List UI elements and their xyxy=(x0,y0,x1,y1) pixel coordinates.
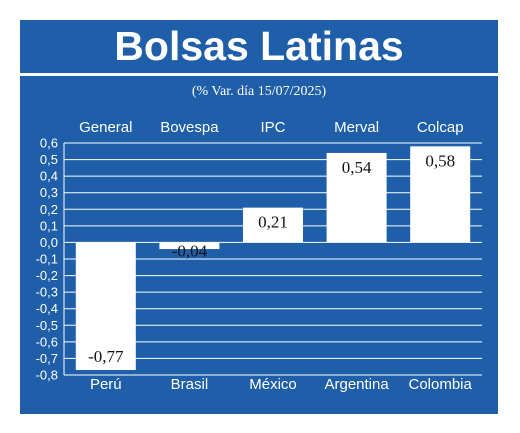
category-label: Colombia xyxy=(409,376,473,393)
bar xyxy=(75,242,136,371)
y-tick-label: 0,5 xyxy=(40,152,58,167)
bar xyxy=(410,146,471,243)
chart-subtitle: (% Var. día 15/07/2025) xyxy=(191,84,327,99)
value-label: 0,21 xyxy=(258,213,288,232)
y-tick-label: 0,6 xyxy=(40,136,58,151)
index-name-label: General xyxy=(79,119,132,136)
bars xyxy=(75,146,471,371)
category-label: México xyxy=(249,376,297,393)
y-tick-label: -0,1 xyxy=(36,252,58,267)
chart-title: Bolsas Latinas xyxy=(114,23,404,69)
y-tick-label: 0,4 xyxy=(40,169,58,184)
value-label: -0,77 xyxy=(88,347,124,366)
y-tick-label: 0,3 xyxy=(40,185,58,200)
value-label: 0,58 xyxy=(425,151,455,170)
y-tick-label: -0,3 xyxy=(36,285,58,300)
y-tick-label: -0,7 xyxy=(36,351,58,366)
y-tick-label: 0,0 xyxy=(40,235,58,250)
bar xyxy=(159,242,220,250)
bar xyxy=(243,207,303,243)
y-tick-label: 0,2 xyxy=(40,202,58,217)
y-tick-label: -0,5 xyxy=(36,318,58,333)
index-name-label: Colcap xyxy=(417,119,464,136)
category-label: Argentina xyxy=(324,376,389,393)
y-tick-label: -0,4 xyxy=(36,301,58,316)
labels: 0,60,5 0,40,3 0,20,1 0,0 -0,1-0,2 -0,3-0,4 -0,… xyxy=(36,119,473,393)
category-label: Perú xyxy=(90,376,122,393)
y-tick-label: -0,6 xyxy=(36,334,58,349)
y-tick-label: -0,2 xyxy=(36,268,58,283)
index-name-label: Bovespa xyxy=(160,119,219,136)
title-bar: Bolsas Latinas xyxy=(20,20,498,76)
value-label: -0,04 xyxy=(172,241,208,260)
y-tick-label: 0,1 xyxy=(40,218,58,233)
index-name-label: Merval xyxy=(334,119,379,136)
y-tick-label: -0,8 xyxy=(36,368,58,383)
index-name-label: IPC xyxy=(260,119,285,136)
bar xyxy=(326,152,387,243)
value-label: 0,54 xyxy=(342,158,372,177)
category-label: Brasil xyxy=(171,376,209,393)
